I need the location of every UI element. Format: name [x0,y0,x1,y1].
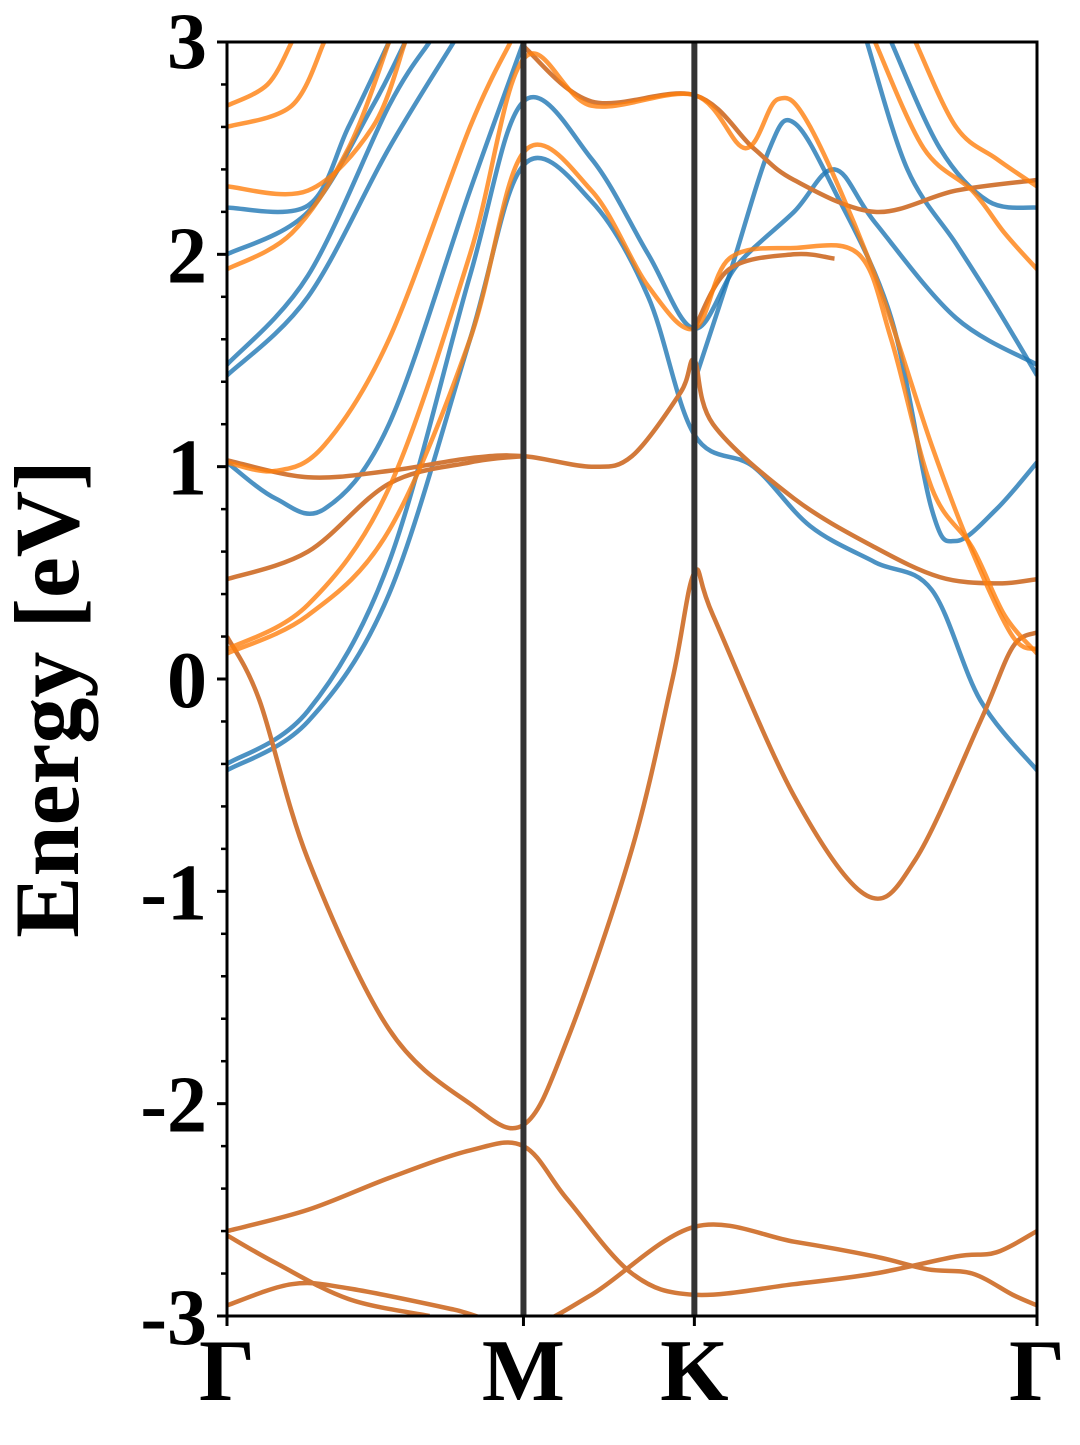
band-line-overlap-3 [227,1222,1037,1316]
y-tick-label: 1 [167,425,207,513]
band-line-blue-8 [227,155,1037,773]
band-line-blue-13 [227,42,392,215]
band-line-orange-21 [227,42,392,272]
band-line-orange-26 [913,42,1037,189]
y-axis-ticks: 3 2 1 0 -1 -2 -3 [140,0,227,1362]
y-tick-label: -2 [140,1062,207,1150]
symmetry-lines [520,42,698,1316]
band-line-blue-15 [692,117,1037,544]
band-line-blue-17 [889,42,1037,211]
band-line-overlap-1 [227,1140,1037,1298]
x-tick-label-1: M [482,1323,565,1420]
band-line-blue-14 [227,42,526,517]
y-tick-label: 0 [167,637,207,725]
band-line-blue-11 [227,42,432,367]
band-line-blue-10 [227,42,456,378]
x-tick-label-0: Γ [199,1323,255,1420]
x-tick-label-2: K [660,1323,728,1420]
bands-layer [227,42,1037,1316]
band-line-overlap-6 [522,44,1037,215]
band-line-blue-9 [227,95,1037,766]
band-line-overlap-0 [227,567,1037,1131]
band-line-orange-24 [227,42,294,108]
y-tick-label: -1 [140,849,207,937]
y-tick-label: -3 [140,1274,207,1362]
y-tick-label: 3 [167,0,207,86]
band-line-orange-23 [227,42,327,130]
band-line-overlap-2 [227,1233,430,1316]
x-tick-label-3: Γ [1009,1323,1065,1420]
y-axis-label: Energy [eV] [0,460,98,938]
plot-frame [225,40,1039,1318]
band-line-orange-22 [227,42,408,197]
y-tick-label: 2 [167,212,207,300]
band-line-overlap-5 [227,453,524,582]
band-line-blue-16 [864,42,1037,377]
band-line-orange-20 [227,42,513,474]
band-line-orange-19 [227,51,1037,652]
band-line-orange-25 [872,42,1037,271]
